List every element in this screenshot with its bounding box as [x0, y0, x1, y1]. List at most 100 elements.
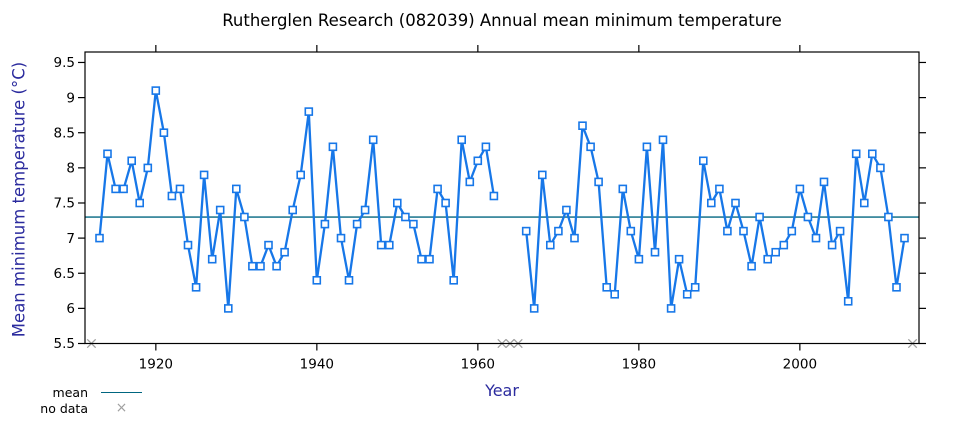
data-point-marker — [674, 254, 684, 264]
data-point-marker — [392, 198, 402, 208]
data-point-marker — [803, 212, 813, 222]
data-point-marker — [272, 261, 281, 271]
data-point-marker — [586, 142, 595, 152]
x-tick-label: 1980 — [622, 357, 656, 373]
data-point-marker — [602, 282, 612, 292]
temperature-line — [98, 89, 496, 310]
data-point-marker — [876, 163, 885, 173]
data-point-marker — [384, 240, 394, 250]
data-point-marker — [360, 205, 370, 215]
data-point-marker — [288, 205, 298, 215]
data-point-marker — [344, 275, 354, 285]
data-point-marker — [763, 254, 773, 264]
data-point-marker — [489, 191, 499, 201]
data-point-marker — [594, 177, 603, 187]
legend-label-mean: mean — [52, 384, 88, 400]
x-tick-label: 1920 — [139, 357, 173, 373]
legend-row-mean: mean — [0, 384, 142, 400]
data-point-marker — [304, 107, 314, 116]
data-point-marker — [859, 198, 869, 208]
legend-row-no-data: no data × — [0, 400, 142, 416]
data-point-marker — [578, 121, 587, 130]
data-point-marker — [175, 184, 185, 194]
mean-line-swatch — [101, 391, 142, 393]
chart-title: Rutherglen Research (082039) Annual mean… — [222, 11, 782, 30]
data-point-marker — [795, 184, 805, 194]
data-point-marker — [634, 254, 644, 264]
data-point-marker — [650, 247, 660, 257]
y-tick-label: 6.5 — [54, 266, 75, 282]
data-point-marker — [457, 135, 467, 145]
data-point-marker — [747, 261, 756, 271]
data-point-marker — [690, 282, 700, 292]
data-point-marker — [119, 184, 128, 194]
data-point-marker — [835, 226, 845, 236]
data-point-marker — [151, 86, 161, 95]
data-point-marker — [111, 184, 120, 194]
data-point-marker — [280, 247, 289, 257]
data-point-marker — [771, 247, 781, 257]
data-point-marker — [417, 254, 426, 264]
data-point-marker — [626, 226, 636, 236]
data-point-marker — [127, 156, 136, 166]
data-point-marker — [554, 226, 563, 236]
data-point-marker — [135, 198, 144, 208]
y-tick-label: 5.5 — [54, 336, 75, 352]
data-point-marker — [207, 254, 217, 264]
data-point-marker — [811, 233, 821, 243]
data-point-marker — [731, 198, 740, 208]
data-point-marker — [336, 233, 346, 243]
data-point-marker — [529, 304, 539, 313]
data-point-marker — [441, 198, 450, 208]
data-point-marker — [545, 240, 555, 250]
data-point-marker — [892, 282, 901, 292]
y-tick-label: 7 — [66, 231, 75, 247]
data-point-marker — [723, 226, 732, 236]
data-point-marker — [473, 156, 483, 166]
plot-frame — [84, 51, 920, 345]
data-point-marker — [843, 296, 853, 306]
data-point-marker — [787, 226, 797, 236]
data-point-marker — [191, 282, 201, 292]
data-point-marker — [199, 170, 209, 180]
legend: mean no data × — [0, 384, 142, 416]
data-point-marker — [215, 205, 225, 215]
data-point-marker — [449, 275, 459, 285]
data-point-marker — [95, 233, 104, 243]
data-point-marker — [103, 149, 112, 159]
data-point-marker — [328, 142, 338, 152]
data-point-marker — [167, 191, 177, 201]
data-point-marker — [224, 304, 233, 313]
y-tick-label: 9.5 — [54, 55, 75, 71]
x-axis-title: Year — [485, 381, 519, 400]
data-point-marker — [682, 289, 692, 299]
data-point-marker — [570, 233, 579, 243]
data-point-marker — [401, 212, 410, 222]
data-point-marker — [409, 219, 418, 229]
data-point-marker — [610, 289, 620, 299]
data-point-marker — [433, 184, 442, 194]
no-data-cross-icon: × — [115, 400, 128, 416]
data-point-marker — [666, 304, 676, 313]
y-tick-label: 6 — [66, 301, 75, 317]
data-point-marker — [352, 219, 362, 229]
data-point-marker — [658, 135, 668, 145]
data-point-marker — [819, 177, 829, 187]
data-point-marker — [368, 135, 378, 145]
data-point-marker — [264, 240, 273, 250]
data-point-marker — [698, 156, 708, 166]
data-point-marker — [884, 212, 893, 222]
data-point-marker — [618, 184, 628, 194]
data-point-marker — [481, 142, 491, 152]
x-tick-label: 1940 — [300, 357, 334, 373]
data-point-marker — [851, 149, 861, 159]
data-point-marker — [562, 205, 571, 215]
data-point-marker — [320, 219, 330, 229]
x-tick-label: 2000 — [783, 357, 817, 373]
data-point-marker — [521, 226, 531, 236]
data-point-marker — [425, 254, 434, 264]
data-point-marker — [827, 240, 837, 250]
data-point-marker — [183, 240, 193, 250]
